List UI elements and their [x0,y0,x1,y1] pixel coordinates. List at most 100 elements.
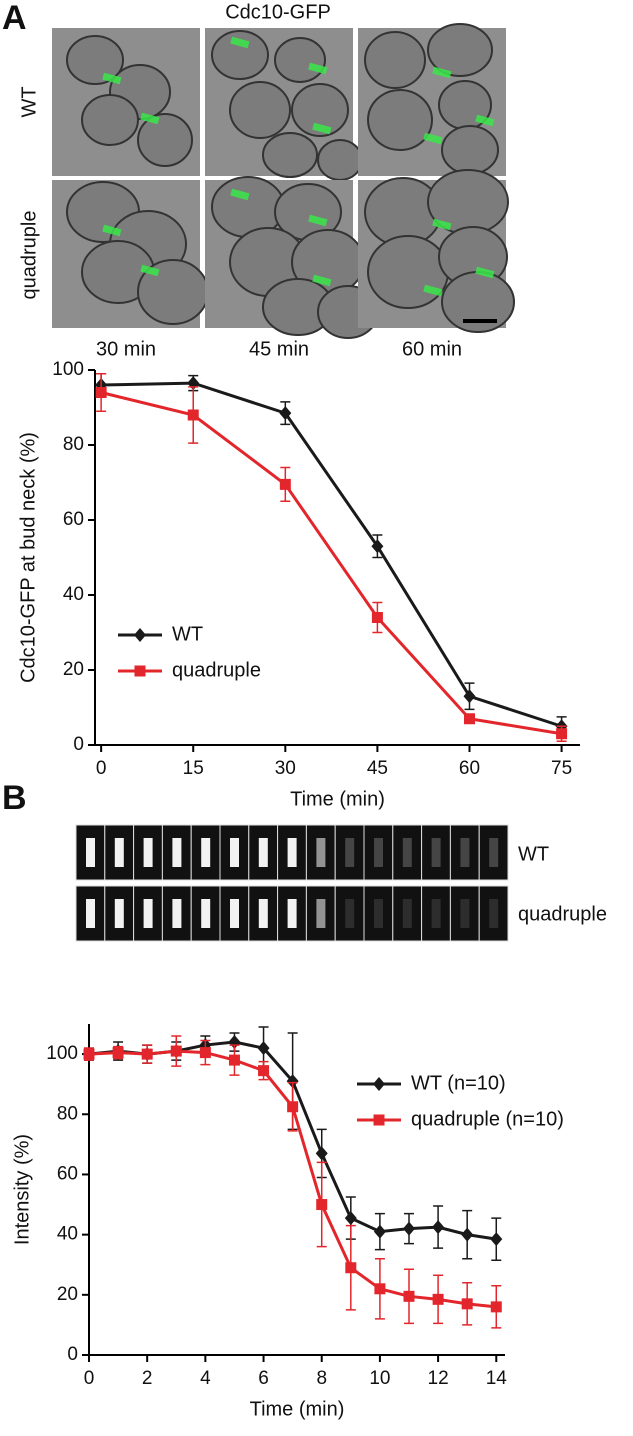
marker [83,1048,95,1060]
frame [449,885,480,942]
y-tick-label: 40 [57,1224,78,1245]
row-label: quadruple [518,903,607,925]
marker [287,1101,299,1113]
septin-ring [230,36,250,49]
ring-signal [143,838,153,867]
marker [279,406,292,421]
septin-ring [140,112,160,125]
marker [371,539,384,554]
cell [427,23,493,77]
y-axis-label: Cdc10-GFP at bud neck (%) [17,432,39,683]
panel-label: B [2,779,27,817]
panel-label: A [2,0,27,37]
cell [211,30,269,80]
x-tick-label: 12 [428,1368,449,1389]
y-tick-label: 60 [57,1163,78,1184]
y-tick-label: 100 [46,1043,78,1064]
ring-signal [172,838,182,867]
y-axis-label: Intensity (%) [11,1134,33,1245]
ring-signal [143,899,153,928]
ring-signal [460,838,470,867]
ring-signal [201,899,211,928]
ring-signal [460,899,470,928]
septin-ring [423,132,443,145]
frame [334,885,365,942]
frame [421,824,451,881]
x-tick-label: 6 [258,1368,269,1389]
row-label: WT [518,843,549,865]
x-tick-label: 0 [96,758,107,779]
marker [257,1041,270,1056]
ring-signal [172,899,182,928]
cell [441,125,499,175]
marker [187,409,199,421]
septin-ring [308,214,328,227]
cell [262,132,318,178]
x-tick-label: 60 [459,758,480,779]
ring-signal [258,899,268,928]
y-tick-label: 0 [67,1344,78,1365]
row-label: quadruple [18,211,40,300]
septin-ring [423,284,443,297]
ring-signal [316,838,326,867]
ring-signal [374,838,383,867]
ring-signal [114,838,124,867]
ring-signal [374,899,383,928]
marker [345,1262,357,1274]
x-tick-label: 15 [183,758,204,779]
y-tick-label: 60 [63,509,84,530]
marker [373,1114,385,1126]
marker [279,478,291,490]
cell [229,81,291,139]
marker [286,1074,299,1089]
x-tick-label: 10 [369,1368,390,1389]
ring-signal [230,899,239,928]
marker [371,612,383,623]
cell [367,235,449,309]
x-tick-label: 8 [316,1368,327,1389]
septin-ring [432,66,452,79]
marker [141,1048,153,1060]
y-tick-label: 80 [57,1103,78,1124]
septin-ring [312,274,332,287]
ring-signal [201,838,211,867]
x-tick-label: 14 [486,1368,508,1389]
row-label: WT [18,86,40,117]
frame [363,885,394,942]
ring-signal [431,899,441,928]
septin-ring [308,62,328,75]
ring-signal [114,899,124,928]
ring-signal [230,838,239,867]
column-label: 45 min [249,338,309,360]
frame [478,885,509,942]
legend-label: quadruple [172,659,261,681]
marker [134,628,146,642]
marker [403,1290,415,1302]
x-tick-label: 2 [142,1368,153,1389]
cell [367,89,433,151]
marker [95,387,107,398]
septin-ring [102,72,122,85]
column-label: 60 min [402,338,462,360]
x-tick-label: 45 [367,758,388,779]
marker [134,665,146,677]
ring-signal [489,838,499,867]
septin-ring [475,266,495,279]
marker [373,1077,385,1091]
ring-signal [287,899,297,928]
septin-ring [102,224,122,237]
cell [137,113,193,167]
series-line [101,381,563,728]
ring-signal [402,899,412,928]
marker [463,713,475,725]
marker [490,1232,503,1247]
ring-signal [86,899,95,928]
column-label: 30 min [96,338,156,360]
y-tick-label: 20 [57,1284,78,1305]
x-tick-label: 0 [84,1368,95,1389]
marker [228,1054,240,1066]
septin-ring [230,188,250,201]
septin-ring [312,122,332,135]
marker [461,1227,474,1242]
